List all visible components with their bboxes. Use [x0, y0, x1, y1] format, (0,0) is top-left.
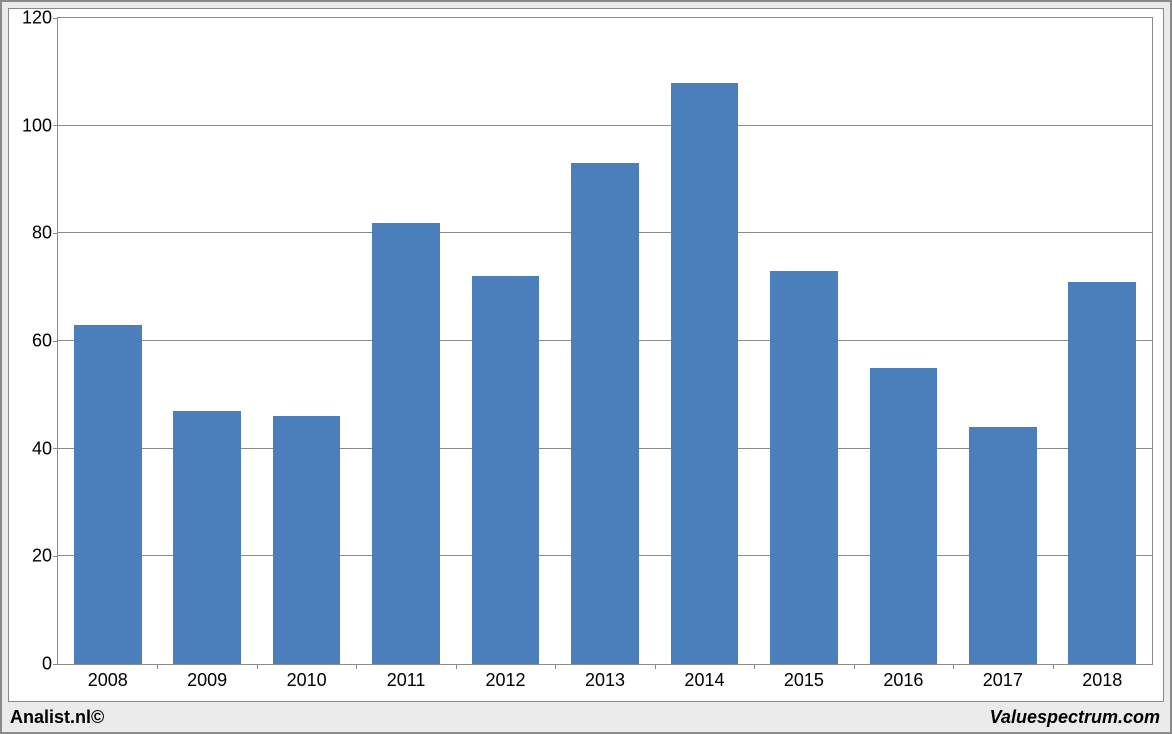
y-tick-mark — [53, 448, 58, 449]
x-tick-label: 2017 — [983, 670, 1023, 691]
plot-frame: 0 20 40 60 80 100 120 2008 2009 2010 2011 2012 2013 2… — [8, 8, 1164, 702]
footer-left-credit: Analist.nl© — [10, 707, 104, 728]
x-tick-mark — [456, 664, 457, 669]
x-tick-label: 2010 — [287, 670, 327, 691]
y-tick-label: 80 — [32, 223, 52, 244]
bar — [770, 271, 838, 664]
footer-right-credit: Valuespectrum.com — [990, 707, 1160, 728]
bar — [969, 427, 1037, 664]
x-tick-label: 2009 — [187, 670, 227, 691]
x-tick-mark — [555, 664, 556, 669]
y-tick-mark — [53, 18, 58, 19]
bar — [472, 276, 540, 664]
y-tick-label: 40 — [32, 438, 52, 459]
x-tick-label: 2012 — [486, 670, 526, 691]
x-tick-label: 2016 — [883, 670, 923, 691]
x-tick-label: 2013 — [585, 670, 625, 691]
bar — [74, 325, 142, 664]
plot-area: 0204060801001202008200920102011201220132… — [57, 17, 1153, 665]
x-tick-label: 2015 — [784, 670, 824, 691]
x-tick-mark — [356, 664, 357, 669]
y-tick-label: 120 — [22, 8, 52, 29]
x-tick-label: 2011 — [387, 670, 426, 691]
bar — [273, 416, 341, 664]
bar — [870, 368, 938, 664]
y-tick-mark — [53, 341, 58, 342]
y-tick-mark — [53, 125, 58, 126]
x-tick-mark — [655, 664, 656, 669]
bar — [671, 83, 739, 664]
y-tick-mark — [53, 233, 58, 234]
chart-container: 0 20 40 60 80 100 120 2008 2009 2010 2011 2012 2013 2… — [0, 0, 1172, 734]
y-tick-mark — [53, 556, 58, 557]
y-tick-label: 100 — [22, 115, 52, 136]
bar — [1068, 282, 1136, 664]
x-tick-mark — [1053, 664, 1054, 669]
x-tick-mark — [754, 664, 755, 669]
x-tick-label: 2014 — [684, 670, 724, 691]
x-tick-label: 2018 — [1082, 670, 1122, 691]
x-tick-mark — [854, 664, 855, 669]
y-tick-label: 0 — [42, 654, 52, 675]
x-tick-mark — [257, 664, 258, 669]
x-tick-label: 2008 — [88, 670, 128, 691]
y-gridline — [58, 125, 1152, 126]
x-tick-mark — [953, 664, 954, 669]
bar — [571, 163, 639, 664]
y-tick-label: 60 — [32, 331, 52, 352]
y-tick-label: 20 — [32, 546, 52, 567]
bar — [372, 223, 440, 664]
y-tick-mark — [53, 664, 58, 665]
bar — [173, 411, 241, 664]
x-tick-mark — [157, 664, 158, 669]
